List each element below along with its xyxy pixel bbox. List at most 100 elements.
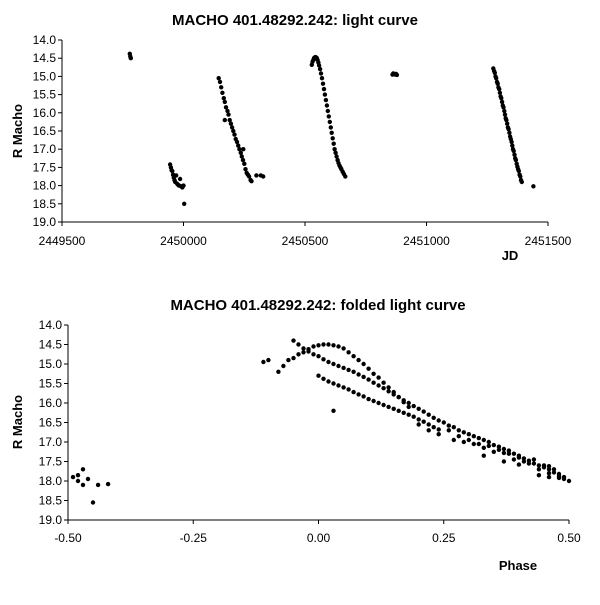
data-point — [95, 482, 101, 488]
data-point — [516, 462, 522, 467]
data-point — [506, 127, 511, 132]
data-point — [316, 373, 321, 378]
data-point — [501, 105, 506, 110]
data-point — [341, 365, 346, 371]
data-point — [536, 467, 542, 472]
data-point — [240, 157, 246, 163]
data-points — [70, 338, 572, 505]
x-tick-label: -0.25 — [180, 531, 208, 545]
data-point — [322, 92, 328, 97]
x-tick-label: 2451000 — [403, 234, 450, 248]
data-point — [441, 420, 446, 425]
data-point — [238, 150, 243, 155]
data-point — [531, 184, 536, 189]
data-point — [521, 456, 527, 461]
data-point — [333, 150, 338, 155]
y-tick-label: 17.5 — [39, 455, 63, 469]
y-tick-label: 17.0 — [39, 435, 63, 449]
y-tick-label: 16.5 — [33, 124, 57, 138]
data-point — [90, 500, 96, 505]
data-point — [321, 376, 326, 381]
data-point — [531, 457, 537, 462]
data-point — [511, 451, 517, 456]
data-point — [177, 176, 183, 182]
data-point — [75, 473, 81, 478]
data-point — [546, 464, 552, 469]
data-point — [346, 387, 351, 392]
data-point — [471, 434, 476, 439]
data-point — [451, 425, 456, 430]
data-point — [502, 108, 507, 114]
data-point — [376, 375, 381, 380]
data-point — [327, 119, 332, 125]
data-point — [376, 400, 381, 406]
data-point — [346, 367, 351, 373]
data-point — [521, 459, 527, 464]
data-point — [336, 344, 341, 349]
data-point — [356, 392, 361, 397]
data-point — [329, 130, 334, 135]
data-point — [536, 473, 542, 478]
data-point — [401, 410, 406, 415]
data-point — [291, 338, 296, 343]
data-point — [566, 478, 572, 484]
data-point — [426, 422, 431, 427]
data-point — [334, 154, 339, 159]
data-point — [536, 463, 542, 468]
data-point — [381, 386, 386, 391]
data-point — [546, 471, 552, 476]
data-point — [220, 90, 225, 96]
data-point — [226, 112, 231, 117]
data-point — [75, 478, 81, 484]
data-point — [506, 448, 512, 453]
y-axis-label: R Macho — [10, 395, 25, 449]
data-point — [518, 174, 523, 179]
data-point — [513, 157, 519, 163]
y-tick-label: 16.0 — [39, 396, 63, 410]
data-point — [254, 173, 259, 178]
data-point — [351, 369, 356, 374]
data-point — [519, 179, 524, 185]
data-point — [323, 97, 329, 103]
data-point — [546, 467, 552, 472]
x-axis-label: JD — [502, 248, 519, 263]
data-point — [551, 470, 557, 475]
data-point — [325, 108, 330, 114]
data-point — [174, 173, 179, 178]
data-point — [371, 371, 376, 376]
data-point — [331, 381, 336, 386]
data-point — [328, 125, 333, 130]
data-point — [331, 141, 336, 146]
data-point — [219, 85, 224, 90]
data-point — [556, 475, 562, 481]
data-point — [361, 394, 366, 399]
data-point — [497, 90, 503, 96]
data-point — [516, 168, 521, 174]
data-point — [296, 352, 301, 357]
y-tick-label: 14.0 — [33, 33, 57, 47]
data-point — [507, 130, 512, 135]
data-point — [481, 445, 486, 450]
data-point — [506, 451, 512, 456]
data-point — [486, 443, 491, 449]
data-point — [501, 446, 507, 452]
data-point — [276, 369, 281, 374]
data-point — [70, 474, 76, 480]
data-point — [396, 408, 401, 413]
data-point — [401, 398, 406, 403]
data-point — [411, 403, 416, 409]
data-point — [366, 377, 371, 382]
data-point — [181, 183, 186, 188]
y-tick-label: 14.0 — [39, 318, 63, 332]
y-tick-label: 18.0 — [39, 474, 63, 488]
data-point — [366, 366, 371, 371]
y-tick-label: 15.5 — [33, 88, 57, 102]
data-point — [341, 385, 346, 390]
data-point — [336, 383, 341, 388]
data-point — [316, 343, 321, 348]
data-point — [243, 167, 248, 172]
data-point — [316, 354, 321, 359]
data-point — [228, 121, 234, 126]
data-point — [421, 409, 426, 414]
data-point — [495, 81, 500, 86]
